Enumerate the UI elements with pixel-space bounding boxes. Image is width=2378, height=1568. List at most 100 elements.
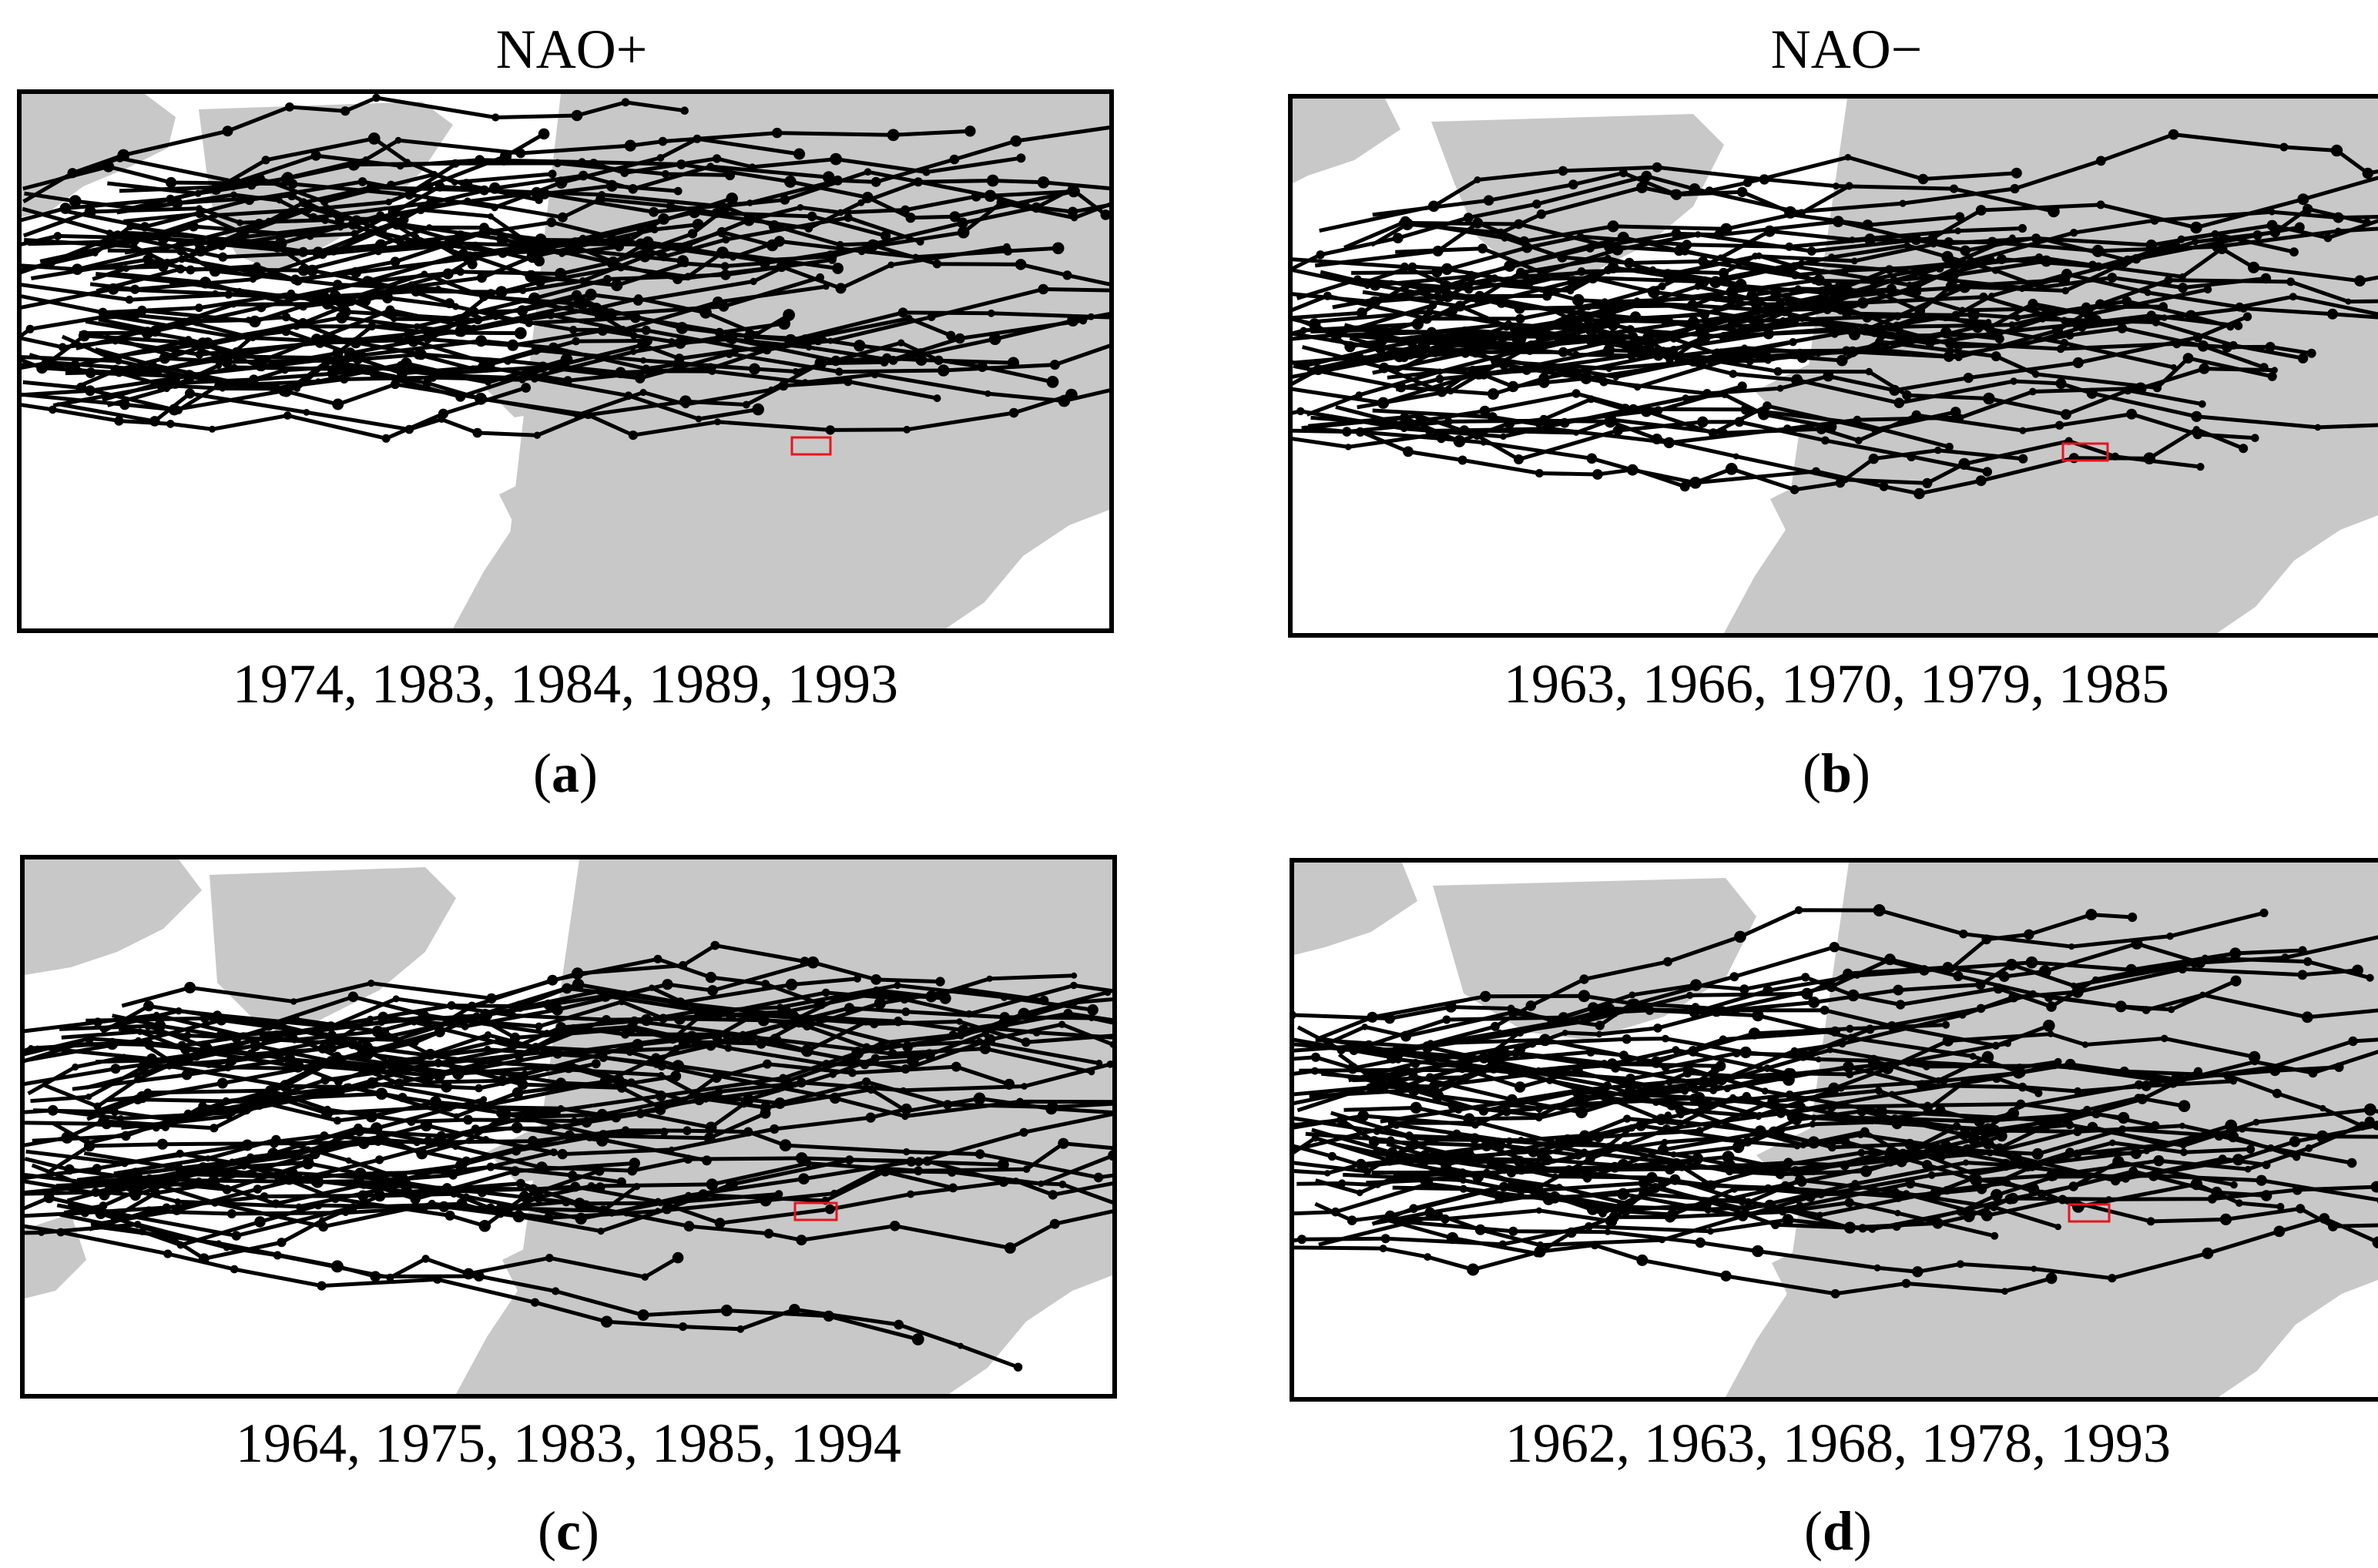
cyclone-track-map-d: [1294, 863, 2378, 1397]
cyclone-track: [1320, 1001, 2050, 1049]
cyclone-track: [1296, 1076, 2040, 1190]
track-point: [2298, 946, 2307, 955]
panel-label-b: (b): [1802, 742, 1870, 804]
cyclone-track: [22, 136, 800, 209]
cyclone-track: [1394, 1066, 1789, 1093]
cyclone-track: [100, 1060, 1112, 1196]
cyclone-track: [112, 284, 827, 339]
cyclone-track: [1332, 267, 2378, 317]
cyclone-track: [25, 1224, 1019, 1369]
track-point: [935, 977, 945, 987]
cyclone-track: [22, 230, 773, 321]
track-point: [901, 1103, 912, 1115]
cyclone-track: [25, 1161, 461, 1196]
target-region-box: [793, 1201, 838, 1221]
track-point: [2334, 1062, 2344, 1072]
map-panel-c: [20, 855, 1117, 1399]
cyclone-track: [99, 997, 867, 1053]
cyclone-track: [1387, 1094, 2014, 1146]
cyclone-tracks: [1294, 904, 2378, 1298]
track-point: [1065, 388, 1078, 401]
cyclone-track: [1363, 1064, 2125, 1120]
cyclone-track: [1320, 270, 2164, 329]
cyclone-track: [25, 1135, 707, 1182]
cyclone-tracks: [25, 940, 1112, 1372]
cyclone-track: [1375, 1141, 2088, 1225]
cyclone-track: [1293, 174, 1850, 271]
cyclone-track: [1384, 992, 2378, 1070]
cyclone-track-map-c: [25, 859, 1112, 1394]
cyclone-track: [102, 313, 952, 353]
cyclone-track: [25, 1084, 766, 1141]
cyclone-track: [1318, 1136, 2197, 1248]
column-title-nao-negative: NAO−: [1770, 18, 1923, 80]
cyclone-track: [100, 994, 987, 1067]
cyclone-track: [1314, 1159, 2235, 1230]
track-point: [2246, 1144, 2256, 1154]
track-point: [1950, 407, 1961, 417]
cyclone-track: [25, 1035, 779, 1109]
cyclone-track-map-a: [22, 94, 1109, 628]
column-title-nao-positive: NAO+: [495, 18, 648, 80]
track-point: [2018, 454, 2028, 464]
cyclone-track: [1294, 1117, 2267, 1183]
cyclone-track: [52, 357, 568, 407]
cyclone-track: [123, 132, 545, 236]
cyclone-track: [112, 991, 946, 1038]
track-point: [2297, 353, 2309, 364]
cyclone-track: [1372, 278, 2378, 390]
cyclone-track: [1294, 1116, 2059, 1229]
cyclone-track: [1357, 206, 2368, 410]
cyclone-track: [1397, 1216, 2378, 1281]
map-panel-d: [1290, 858, 2378, 1402]
track-point: [1715, 1060, 1726, 1071]
cyclone-track: [1363, 431, 2024, 492]
track-point: [2045, 1272, 2058, 1285]
cyclone-track: [56, 1178, 1112, 1225]
cyclone-track: [30, 983, 1112, 1104]
cyclone-track: [22, 333, 921, 397]
cyclone-track: [59, 1024, 597, 1091]
cyclone-track: [39, 183, 679, 263]
cyclone-track: [1293, 235, 1830, 288]
panel-label-a: (a): [533, 742, 598, 804]
cyclone-track: [1310, 232, 2295, 333]
track-point: [2061, 1113, 2073, 1125]
cyclone-track: [118, 1011, 1112, 1084]
cyclone-track: [86, 1033, 1092, 1121]
track-point: [1857, 297, 1869, 309]
cyclone-track: [22, 328, 1014, 365]
map-panel-a: [17, 89, 1114, 633]
cyclone-track-map-b: [1293, 99, 2378, 633]
track-point: [832, 263, 844, 274]
track-point: [2017, 223, 2027, 233]
cyclone-track: [1294, 1123, 2378, 1216]
track-point: [964, 126, 976, 137]
cyclone-track: [104, 1111, 558, 1190]
cyclone-track: [1319, 165, 2054, 233]
panel-label-d: (d): [1803, 1500, 1872, 1562]
track-point: [939, 992, 951, 1004]
cyclone-track: [32, 1078, 619, 1121]
cyclone-track: [1294, 1067, 1717, 1111]
cyclone-track: [22, 293, 1109, 343]
target-region-box: [2061, 442, 2109, 462]
cyclone-track: [1294, 1032, 2256, 1117]
cyclone-track: [1314, 213, 1960, 268]
cyclone-track: [25, 1128, 1112, 1180]
track-point: [1051, 242, 1065, 255]
track-point: [1955, 212, 1965, 222]
cyclone-track: [66, 1161, 635, 1203]
cyclone-track: [121, 943, 806, 1008]
cyclone-track: [1310, 391, 1950, 449]
cyclone-track: [1378, 1008, 2021, 1074]
cyclone-track: [1343, 1047, 2363, 1128]
cyclone-track: [24, 207, 921, 266]
cyclone-track: [1296, 243, 2266, 300]
panel-label-c: (c): [538, 1500, 599, 1562]
cyclone-track: [96, 242, 1008, 293]
cyclone-track: [1293, 287, 2209, 405]
cyclone-track: [96, 1225, 919, 1342]
cyclone-track: [1303, 418, 2201, 485]
cyclone-track: [1293, 326, 2265, 397]
